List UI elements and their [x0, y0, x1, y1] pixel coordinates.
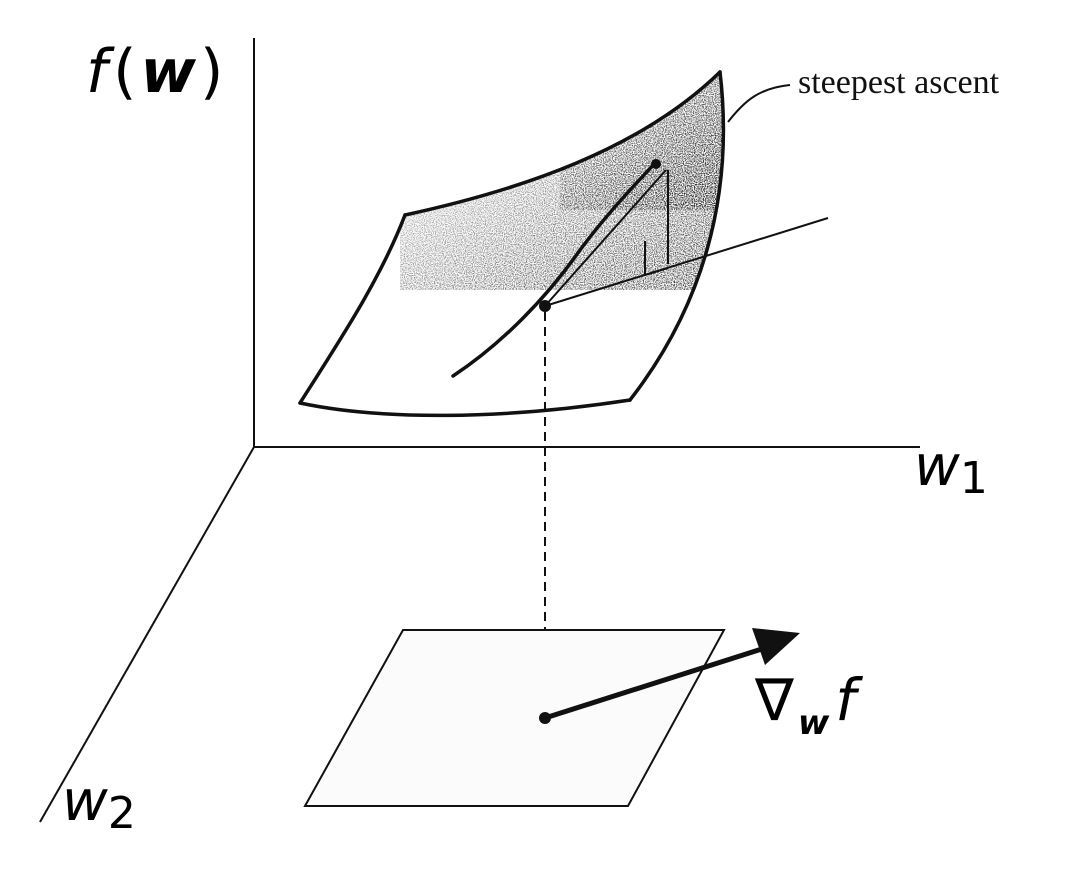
steepest-ascent-label: steepest ascent	[798, 64, 1000, 101]
surface-left-edge	[298, 213, 407, 405]
tangent-line	[544, 217, 829, 307]
gradient-arrow-shaft	[544, 645, 766, 721]
surface-point	[539, 300, 551, 312]
surface-bottom-edge	[298, 398, 632, 418]
w2-axis-label: w2	[62, 769, 136, 839]
steepest-ascent-leader	[727, 84, 791, 123]
w1-axis-label: w1	[914, 434, 988, 504]
surface-shading	[400, 72, 724, 290]
ascent-direction-line	[544, 169, 667, 307]
steepest-ascent-curve	[451, 161, 657, 378]
gradient-label: ∇ w f	[754, 666, 863, 743]
gradient-arrow-head	[752, 628, 800, 665]
right-angle-marker	[644, 241, 669, 277]
surface-top-edge	[403, 70, 722, 217]
w2-axis-line	[39, 446, 255, 823]
surface-right-edge	[628, 70, 726, 402]
base-point	[539, 712, 551, 724]
f-axis-label: f (w)	[86, 37, 223, 107]
upper-point	[651, 159, 661, 169]
base-plane	[303, 629, 726, 807]
